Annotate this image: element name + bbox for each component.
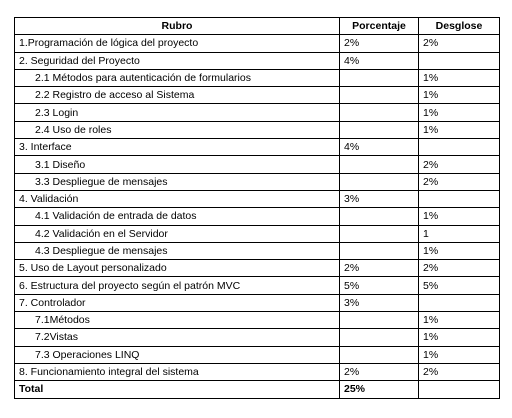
porcentaje-cell (339, 172, 419, 191)
desglose-cell: 2% (418, 259, 500, 278)
header-cell: Desglose (418, 16, 500, 36)
desglose-cell: 2% (418, 34, 500, 53)
porcentaje-cell (339, 120, 419, 140)
porcentaje-cell: 4% (339, 138, 419, 157)
rubro-cell: 7. Controlador (14, 293, 340, 313)
row: 3. Interface 4% (14, 138, 500, 157)
rubro-cell: 3.1 Diseño (14, 155, 340, 174)
row: 2.4 Uso de roles 1% (14, 120, 500, 140)
porcentaje-cell: 5% (339, 276, 419, 295)
porcentaje-cell (339, 68, 419, 88)
rubro-cell: 2. Seguridad del Proyecto (14, 51, 340, 70)
rubro-cell: 7.2Vistas (14, 328, 340, 347)
row: 7.1Métodos 1% (14, 311, 500, 330)
porcentaje-cell (339, 207, 419, 226)
rubro-cell: 7.3 Operaciones LINQ (14, 345, 340, 364)
row: 4.2 Validación en el Servidor 1 (14, 224, 500, 243)
row: 3.3 Despliegue de mensajes 2% (14, 172, 500, 191)
row: 4.3 Despliegue de mensajes 1% (14, 241, 500, 261)
rubro-cell: 4.2 Validación en el Servidor (14, 224, 340, 243)
rubro-cell: 4.3 Despliegue de mensajes (14, 241, 340, 261)
row: 5. Uso de Layout personalizado 2% 2% (14, 259, 500, 278)
rubro-cell: 5. Uso de Layout personalizado (14, 259, 340, 278)
rubro-cell: 4.1 Validación de entrada de datos (14, 207, 340, 226)
rubro-cell: 1.Programación de lógica del proyecto (14, 34, 340, 53)
porcentaje-cell (339, 328, 419, 347)
desglose-cell: 2% (418, 362, 500, 382)
porcentaje-cell: 3% (339, 293, 419, 313)
rubro-cell: 2.2 Registro de acceso al Sistema (14, 86, 340, 105)
desglose-cell: 1% (418, 103, 500, 122)
desglose-cell: 2% (418, 172, 500, 191)
row: 2.3 Login 1% (14, 103, 500, 122)
row: 2.2 Registro de acceso al Sistema 1% (14, 86, 500, 105)
desglose-cell: 1% (418, 86, 500, 105)
porcentaje-cell (339, 86, 419, 105)
total: Total 25% (14, 380, 500, 399)
rubro-cell: 6. Estructura del proyecto según el patr… (14, 276, 340, 295)
porcentaje-cell (339, 241, 419, 261)
desglose-cell: 1% (418, 311, 500, 330)
porcentaje-cell: 3% (339, 189, 419, 209)
row: 7.3 Operaciones LINQ 1% (14, 345, 500, 364)
rubro-cell: 7.1Métodos (14, 311, 340, 330)
porcentaje-cell: 2% (339, 34, 419, 53)
desglose-cell: 1 (418, 224, 500, 243)
desglose-cell: 1% (418, 68, 500, 88)
porcentaje-cell: 2% (339, 362, 419, 382)
desglose-cell: 5% (418, 276, 500, 295)
desglose-cell: 2% (418, 155, 500, 174)
rubro-cell: 2.4 Uso de roles (14, 120, 340, 140)
row: 4. Validación 3% (14, 189, 500, 209)
desglose-cell (418, 189, 500, 209)
desglose-cell: 1% (418, 345, 500, 364)
desglose-cell: 1% (418, 120, 500, 140)
porcentaje-cell (339, 155, 419, 174)
row: 2.1 Métodos para autenticación de formul… (14, 68, 500, 88)
desglose-cell (418, 380, 500, 399)
desglose-cell: 1% (418, 241, 500, 261)
row: 2. Seguridad del Proyecto 4% (14, 51, 500, 70)
desglose-cell: 1% (418, 328, 500, 347)
rubro-cell: Total (14, 380, 340, 399)
porcentaje-cell (339, 224, 419, 243)
desglose-cell (418, 51, 500, 70)
porcentaje-cell: 2% (339, 259, 419, 278)
porcentaje-cell (339, 103, 419, 122)
row: 1.Programación de lógica del proyecto 2% 2… (14, 34, 500, 53)
row: 3.1 Diseño 2% (14, 155, 500, 174)
porcentaje-cell (339, 311, 419, 330)
porcentaje-cell: 4% (339, 51, 419, 70)
rubro-cell: 2.3 Login (14, 103, 340, 122)
desglose-cell (418, 138, 500, 157)
row: 7. Controlador 3% (14, 293, 500, 313)
header-cell: Porcentaje (339, 16, 419, 36)
porcentaje-cell: 25% (339, 380, 419, 399)
rubric-table: Rubro Porcentaje Desglose 1.Programación… (14, 16, 500, 399)
rubro-cell: 3.3 Despliegue de mensajes (14, 172, 340, 191)
rubro-cell: 2.1 Métodos para autenticación de formul… (14, 68, 340, 88)
desglose-cell: 1% (418, 207, 500, 226)
rubro-cell: 8. Funcionamiento integral del sistema (14, 362, 340, 382)
rubro-cell: 3. Interface (14, 138, 340, 157)
desglose-cell (418, 293, 500, 313)
header-row: Rubro Porcentaje Desglose (14, 16, 500, 36)
porcentaje-cell (339, 345, 419, 364)
row: 6. Estructura del proyecto según el patr… (14, 276, 500, 295)
row: 8. Funcionamiento integral del sistema 2%… (14, 362, 500, 382)
row: 7.2Vistas 1% (14, 328, 500, 347)
rubro-cell: 4. Validación (14, 189, 340, 209)
header-cell: Rubro (14, 16, 340, 36)
row: 4.1 Validación de entrada de datos 1% (14, 207, 500, 226)
